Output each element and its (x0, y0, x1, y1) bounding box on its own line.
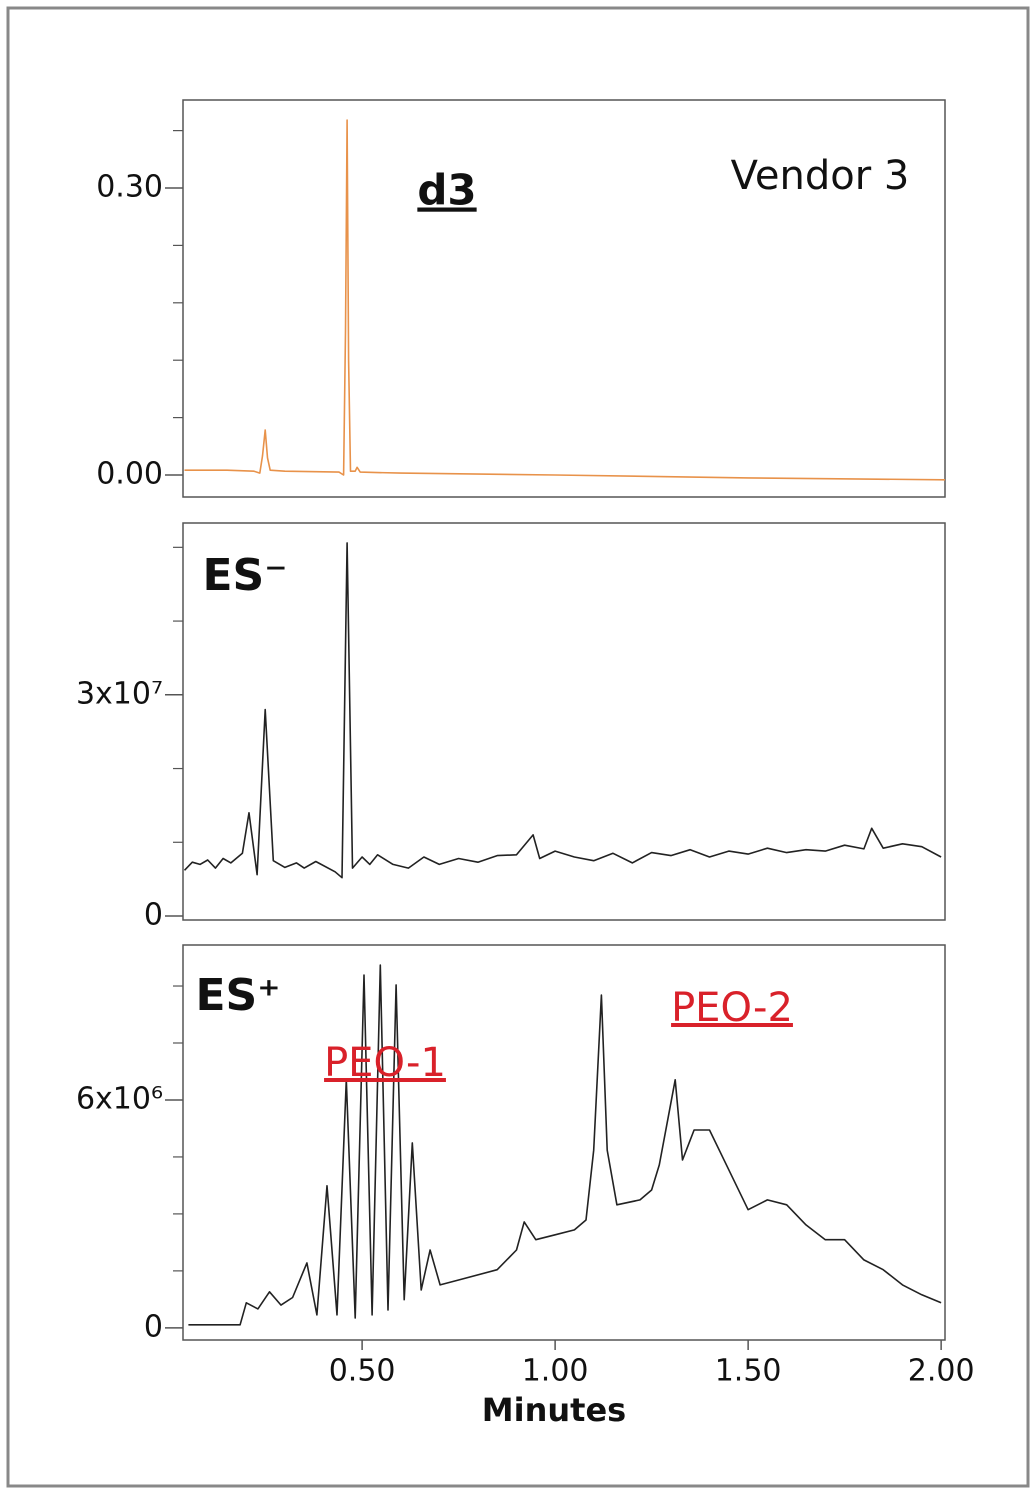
x-tick-label: 1.00 (522, 1354, 589, 1389)
y-tick-label: 0 (144, 1309, 163, 1344)
trace (183, 542, 942, 879)
plot-box (182, 99, 946, 498)
x-tick-label: 1.50 (715, 1354, 782, 1389)
annotation: ES⁻ (203, 550, 288, 601)
plot-box (182, 944, 946, 1341)
y-tick-label: 0.30 (96, 170, 163, 205)
trace (184, 119, 946, 481)
annotation: d3 (417, 166, 476, 215)
frame (6, 6, 1030, 1488)
annotation: Vendor 3 (731, 153, 910, 199)
annotation: PEO-1 (324, 1040, 446, 1086)
annotation: PEO-2 (671, 985, 793, 1031)
y-tick-label: 0.00 (96, 456, 163, 491)
annotation: ES⁺ (196, 970, 281, 1021)
y-tick-label: 6x10⁶ (76, 1081, 163, 1116)
x-axis-label: Minutes (482, 1391, 626, 1429)
plot-box (182, 522, 946, 921)
x-tick-label: 2.00 (908, 1354, 975, 1389)
trace (188, 964, 942, 1326)
y-tick-label: 3x10⁷ (76, 676, 163, 711)
x-tick-label: 0.50 (329, 1354, 396, 1389)
y-tick-label: 0 (144, 898, 163, 933)
